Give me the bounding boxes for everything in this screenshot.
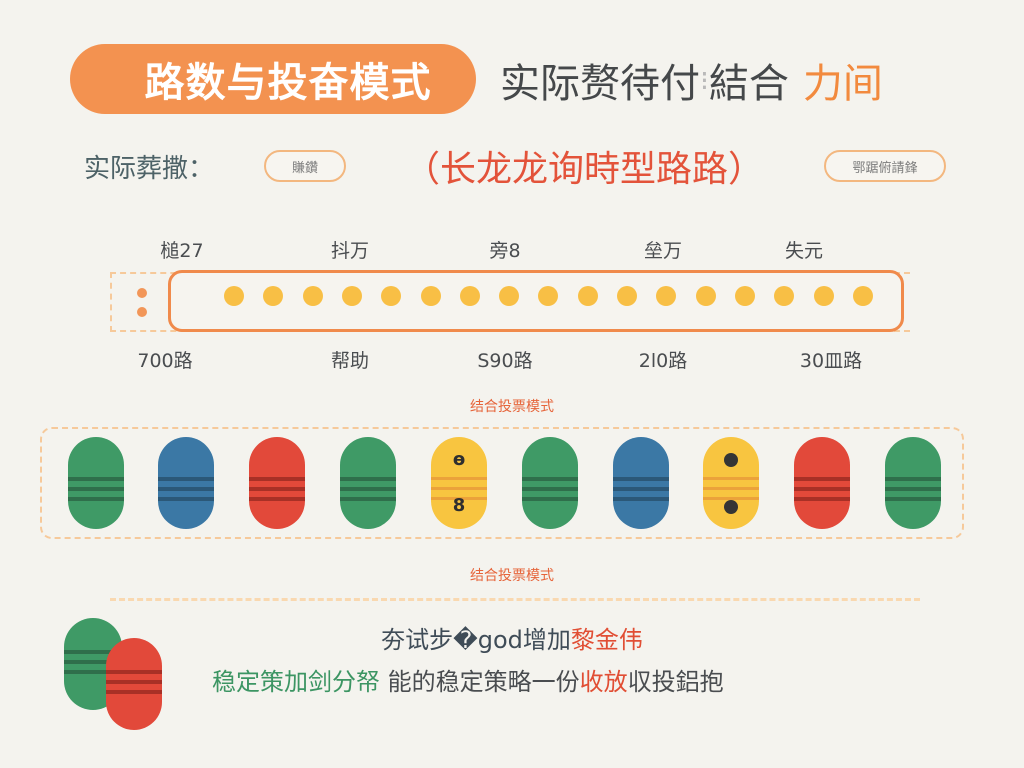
- small-dot-icon: [137, 307, 147, 317]
- route-dot-icon: [656, 286, 677, 306]
- route-dot-icon: [538, 286, 559, 306]
- route-dot-icon: [302, 286, 323, 306]
- track-top-label: 失元: [784, 240, 824, 262]
- track-bottom-label: 2l0路: [638, 350, 688, 372]
- capsule-dot-icon: [724, 500, 738, 514]
- route-dot-icon: [695, 286, 716, 306]
- route-dot-icon: [224, 286, 244, 306]
- capsule-chip[interactable]: [68, 437, 124, 529]
- subtitle-separator: ⁝: [700, 63, 709, 97]
- capsule-glyph: ө: [452, 449, 466, 470]
- capsule-chip[interactable]: [158, 437, 214, 529]
- route-dot-icon: [420, 286, 441, 306]
- subtitle-main-2: 結合: [708, 61, 789, 107]
- route-dot-icon: [459, 286, 480, 306]
- red-capsule-icon: [106, 638, 162, 730]
- route-dot-icon: [813, 286, 834, 306]
- capsule-dot-icon: [724, 453, 738, 467]
- track-top-label: 旁8: [489, 240, 521, 262]
- capsule-container: [40, 427, 964, 539]
- footer-line-1-main: 夯试步�god增加: [381, 626, 571, 654]
- capsule-chip[interactable]: [885, 437, 941, 529]
- footer-line-2: 稳定策加剑分帑 能的稳定策略一份收放収投鋁抱: [212, 662, 724, 697]
- page-title: 路数与投奋模式: [144, 60, 432, 106]
- capsule-chip[interactable]: [249, 437, 305, 529]
- title-banner: 路数与投奋模式: [70, 44, 476, 114]
- capsule-chip[interactable]: [703, 437, 759, 529]
- subheader-center-text: （长龙龙询時型路路）: [404, 149, 765, 190]
- route-dot-icon: [617, 286, 637, 306]
- track-bottom-label: 帮助: [330, 350, 370, 372]
- track-top-label: 槌27: [160, 240, 204, 262]
- route-dot-icon: [852, 286, 873, 306]
- route-dot-icon: [381, 286, 402, 306]
- route-dot-icon: [341, 286, 362, 306]
- track-top-label: 抖万: [330, 240, 370, 262]
- subtitle-accent: 力间: [802, 61, 883, 107]
- footer-line-2-highlight: 收放: [579, 668, 628, 696]
- track-bottom-label: 700路: [137, 350, 193, 372]
- subtitle-main: 实际赘待付: [500, 61, 700, 107]
- route-dot-icon: [499, 286, 520, 306]
- footer-line-1-highlight: 黎金伟: [570, 626, 643, 654]
- capsule-chip[interactable]: [522, 437, 578, 529]
- section-title-top: 结合投票模式: [470, 399, 554, 415]
- capsule-chip[interactable]: [613, 437, 669, 529]
- track-top-label: 垒万: [643, 240, 683, 262]
- subheader-label: 实际葬撒：: [84, 154, 215, 184]
- footer-line-1: 夯试步�god增加黎金伟: [0, 620, 1024, 655]
- footer-line-2-tail: 収投鋁抱: [627, 668, 724, 696]
- route-dot-icon: [577, 286, 598, 306]
- footer-line-2-main: 能的稳定策略一份: [387, 668, 580, 696]
- route-dot-icon: [263, 286, 284, 306]
- title-subtitle: 实际赘待付 ⁝ 結合 力间: [500, 52, 883, 108]
- capsule-chip[interactable]: [794, 437, 850, 529]
- route-dot-icon: [734, 286, 755, 306]
- capsule-chip[interactable]: [340, 437, 396, 529]
- section-title-bottom: 结合投票模式: [470, 568, 554, 584]
- track-bottom-label: S90路: [477, 350, 533, 372]
- dashed-divider: [110, 598, 920, 601]
- capsule-glyph: 8: [452, 495, 466, 516]
- footer-line-2-green: 稳定策加剑分帑: [212, 668, 380, 696]
- small-dot-icon: [137, 288, 147, 298]
- track-outer-left-edge: [110, 272, 114, 332]
- track-bottom-label: 30皿路: [799, 350, 863, 372]
- chip-right[interactable]: 鄂踞俯請鋒: [824, 150, 946, 182]
- route-dot-icon: [774, 286, 795, 306]
- chip-left[interactable]: 賺鑽: [264, 150, 346, 182]
